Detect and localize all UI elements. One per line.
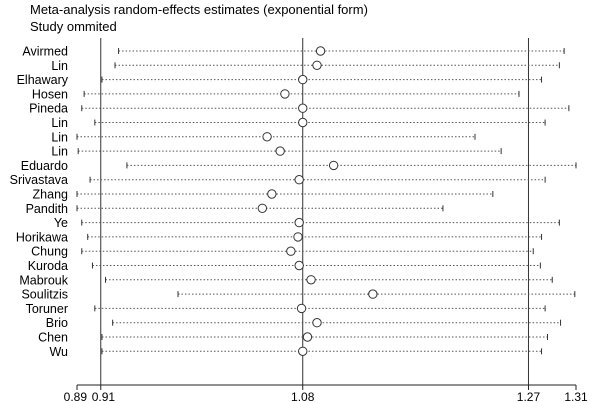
study-label: Chen <box>38 331 68 345</box>
study-label: Toruner <box>26 302 68 316</box>
study-row: Hosen <box>32 87 520 101</box>
estimate-marker <box>294 175 304 185</box>
study-label: Soulitzis <box>21 288 68 302</box>
study-label: Lin <box>51 59 68 73</box>
x-tick-label: 0.91 <box>92 390 116 403</box>
study-label: Brio <box>46 316 68 330</box>
estimate-marker <box>298 346 308 356</box>
study-row: Eduardo <box>21 159 577 173</box>
study-row: Lin <box>51 59 560 73</box>
study-row: Toruner <box>26 302 546 316</box>
study-label: Srivastava <box>10 173 68 187</box>
study-label: Pandith <box>26 202 68 216</box>
study-row: Chen <box>38 331 548 345</box>
study-row: Chung <box>31 245 534 259</box>
study-label: Zhang <box>33 188 68 202</box>
estimate-marker <box>267 189 277 199</box>
study-row: Ye <box>54 216 560 230</box>
chart-subtitle: Study ommited <box>30 19 117 34</box>
estimate-marker <box>315 46 326 56</box>
x-tick-label: 1.31 <box>564 390 588 403</box>
estimate-marker <box>294 217 304 228</box>
study-label: Hosen <box>32 87 68 101</box>
estimate-marker <box>257 203 268 214</box>
estimate-marker <box>328 160 339 171</box>
study-label: Ye <box>54 216 68 230</box>
study-label: Lin <box>51 116 68 130</box>
study-row: Elhawary <box>17 73 543 87</box>
estimate-marker <box>298 103 308 113</box>
estimate-marker <box>306 275 316 285</box>
estimate-marker <box>312 318 322 328</box>
study-label: Pineda <box>29 102 68 116</box>
estimate-marker <box>368 289 378 299</box>
study-row: Avirmed <box>22 45 565 59</box>
estimate-marker <box>298 117 308 128</box>
study-label: Mabrouk <box>19 273 68 287</box>
study-row: Zhang <box>33 188 494 202</box>
study-row: Pineda <box>29 102 570 116</box>
estimate-marker <box>286 246 296 256</box>
study-row: Soulitzis <box>21 288 576 302</box>
study-row: Horikawa <box>16 230 543 244</box>
study-row: Srivastava <box>10 173 546 187</box>
estimate-marker <box>262 132 272 142</box>
estimate-marker <box>294 260 304 271</box>
estimate-marker <box>296 303 307 314</box>
study-label: Horikawa <box>16 230 68 244</box>
study-row: Pandith <box>26 202 444 216</box>
study-label: Lin <box>51 130 68 144</box>
estimate-marker <box>302 332 313 342</box>
study-label: Elhawary <box>17 73 69 87</box>
estimate-marker <box>280 89 290 99</box>
study-row: Kuroda <box>28 259 541 273</box>
study-rows: AvirmedLinElhawaryHosenPinedaLinLinLinEd… <box>10 45 577 359</box>
study-row: Lin <box>51 130 476 144</box>
study-label: Avirmed <box>22 45 68 59</box>
estimate-marker <box>312 60 322 71</box>
study-row: Wu <box>49 345 543 359</box>
x-tick-label: 1.27 <box>517 390 541 403</box>
study-label: Eduardo <box>21 159 68 173</box>
reference-lines <box>100 38 529 385</box>
study-label: Wu <box>49 345 68 359</box>
study-label: Chung <box>31 245 68 259</box>
chart-title: Meta-analysis random-effects estimates (… <box>30 2 368 17</box>
study-row: Lin <box>51 116 546 130</box>
study-label: Lin <box>51 145 68 159</box>
study-row: Brio <box>46 316 562 330</box>
estimate-marker <box>275 146 285 156</box>
estimate-marker <box>298 74 308 85</box>
study-row: Mabrouk <box>19 273 553 287</box>
x-tick-label: 1.08 <box>291 390 315 403</box>
study-row: Lin <box>51 145 502 159</box>
x-axis: 0.89 0.91 1.08 1.27 1.31 <box>64 384 588 403</box>
x-tick-label: 0.89 <box>64 390 88 403</box>
study-label: Kuroda <box>28 259 68 273</box>
estimate-marker <box>293 232 303 242</box>
